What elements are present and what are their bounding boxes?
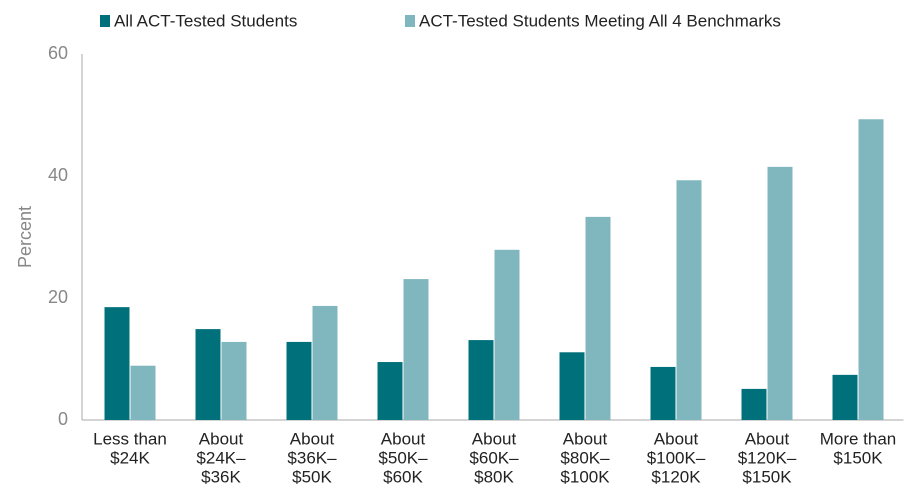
bar — [195, 329, 221, 420]
legend-label: All ACT-Tested Students — [114, 11, 297, 30]
x-tick-label: $150K — [742, 467, 792, 486]
y-tick-label: 60 — [48, 43, 68, 63]
bar — [650, 366, 676, 420]
x-tick-label: About — [381, 429, 426, 448]
bar — [858, 119, 884, 421]
bar — [585, 216, 611, 420]
x-tick-label: $36K — [201, 467, 241, 486]
x-tick-label: $100K– — [647, 448, 706, 467]
x-tick-label: $50K — [292, 467, 332, 486]
x-tick-label: More than — [820, 429, 897, 448]
x-tick-label: $24K– — [196, 448, 246, 467]
bar — [104, 307, 130, 420]
bar — [559, 352, 585, 420]
x-tick-label: $60K — [383, 467, 423, 486]
x-tick-label: $120K — [651, 467, 701, 486]
y-tick-label: 40 — [48, 165, 68, 185]
bar — [494, 249, 520, 420]
x-tick-label: $80K — [474, 467, 514, 486]
bar — [403, 279, 429, 420]
x-tick-label: About — [563, 429, 608, 448]
y-tick-label: 20 — [48, 287, 68, 307]
x-tick-label: Less than — [93, 429, 167, 448]
x-tick-label: $100K — [560, 467, 610, 486]
bar — [286, 341, 312, 420]
bar — [377, 362, 403, 420]
x-tick-label: About — [654, 429, 699, 448]
bar — [741, 388, 767, 420]
y-axis-label: Percent — [15, 206, 35, 268]
x-tick-label: About — [472, 429, 517, 448]
x-tick-label: $80K– — [560, 448, 610, 467]
x-tick-label: $50K– — [378, 448, 428, 467]
bar — [767, 166, 793, 420]
legend-swatch — [405, 15, 415, 27]
bar — [312, 305, 338, 420]
legend-swatch — [100, 15, 110, 27]
bar — [130, 365, 156, 420]
bar — [832, 374, 858, 420]
x-tick-label: About — [290, 429, 335, 448]
x-tick-label: About — [745, 429, 790, 448]
x-tick-label: About — [199, 429, 244, 448]
legend-label: ACT-Tested Students Meeting All 4 Benchm… — [419, 11, 781, 30]
x-tick-label: $150K — [833, 448, 883, 467]
x-tick-label: $36K– — [287, 448, 337, 467]
bar — [221, 341, 247, 420]
x-tick-label: $120K– — [738, 448, 797, 467]
x-tick-label: $24K — [110, 448, 150, 467]
bar — [676, 180, 702, 420]
y-tick-label: 0 — [58, 409, 68, 429]
x-tick-label: $60K– — [469, 448, 519, 467]
bar — [468, 340, 494, 420]
